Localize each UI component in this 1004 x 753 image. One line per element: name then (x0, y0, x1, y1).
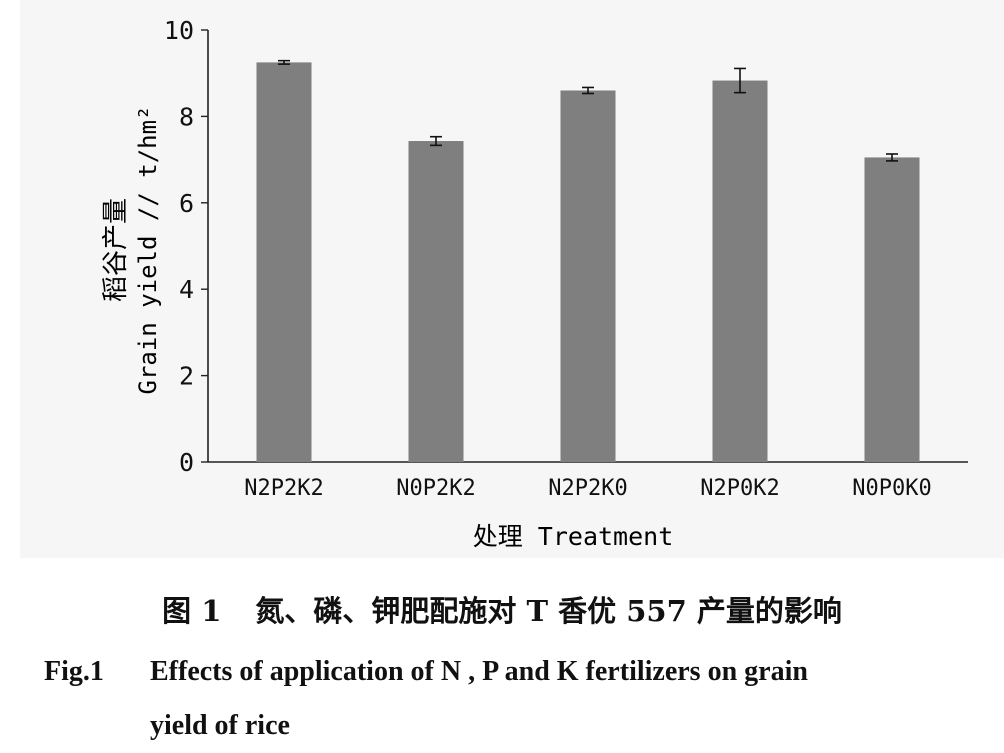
bars (256, 59, 920, 463)
y-tick-label: 0 (179, 448, 194, 477)
caption-line-1: Effects of application of N , P and K fe… (150, 656, 808, 687)
x-axis-label: 处理 Treatment (473, 522, 674, 551)
y-tick-label: 2 (179, 362, 194, 391)
y-axis-label-cn: 稻谷产量 (101, 198, 131, 302)
x-tick-label: N0P2K2 (396, 476, 475, 501)
bar-chart: 0 2 4 6 8 10 N2P2K2 N0P2K2 N2P2K0 N2P0K2 N0P0K0 稻谷… (101, 16, 968, 551)
y-tick-label: 4 (179, 275, 194, 304)
bar (560, 90, 616, 462)
figure-caption-cn: 图 1 氮、磷、钾肥配施对 T 香优 557 产量的影响 (0, 588, 1004, 630)
figure-number-en: Fig.1 (44, 656, 104, 687)
figure-number-cn: 图 1 (162, 594, 222, 628)
figure-caption-en: Fig.1 Effects of application of N , P and… (44, 645, 984, 753)
plot-panel: 0 2 4 6 8 10 N2P2K2 N0P2K2 N2P2K0 N2P0K2 N0P0K0 稻谷… (20, 0, 1004, 558)
y-tick-label: 10 (164, 16, 194, 45)
bar (712, 80, 768, 462)
x-tick-label: N2P0K2 (700, 476, 779, 501)
caption-text-cn: 氮、磷、钾肥配施对 T 香优 557 产量的影响 (255, 594, 842, 628)
x-tick-label: N2P2K2 (244, 476, 323, 501)
x-tick-label: N0P0K0 (852, 476, 931, 501)
caption-line-2: yield of rice (150, 710, 290, 741)
bar (864, 157, 920, 462)
axes: 0 2 4 6 8 10 N2P2K2 N0P2K2 N2P2K0 N2P0K2 N0P0K0 (164, 16, 968, 501)
bar (408, 141, 464, 463)
x-tick-label: N2P2K0 (548, 476, 627, 501)
y-tick-label: 6 (179, 189, 194, 218)
y-axis-label-en: Grain yield // t/hm² (134, 106, 162, 395)
y-tick-label: 8 (179, 102, 194, 131)
bar (256, 62, 312, 463)
